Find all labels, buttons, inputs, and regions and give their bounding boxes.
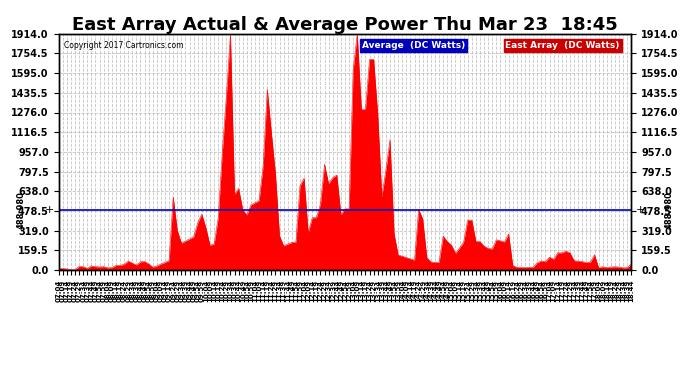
Title: East Array Actual & Average Power Thu Mar 23  18:45: East Array Actual & Average Power Thu Ma… xyxy=(72,16,618,34)
Text: Copyright 2017 Cartronics.com: Copyright 2017 Cartronics.com xyxy=(64,41,184,50)
Text: Average  (DC Watts): Average (DC Watts) xyxy=(362,41,466,50)
Text: East Array  (DC Watts): East Array (DC Watts) xyxy=(505,41,620,50)
Text: 488.980: 488.980 xyxy=(664,191,673,229)
Text: 488.980: 488.980 xyxy=(17,191,26,229)
Text: +: + xyxy=(635,205,645,214)
Text: +: + xyxy=(45,205,55,214)
